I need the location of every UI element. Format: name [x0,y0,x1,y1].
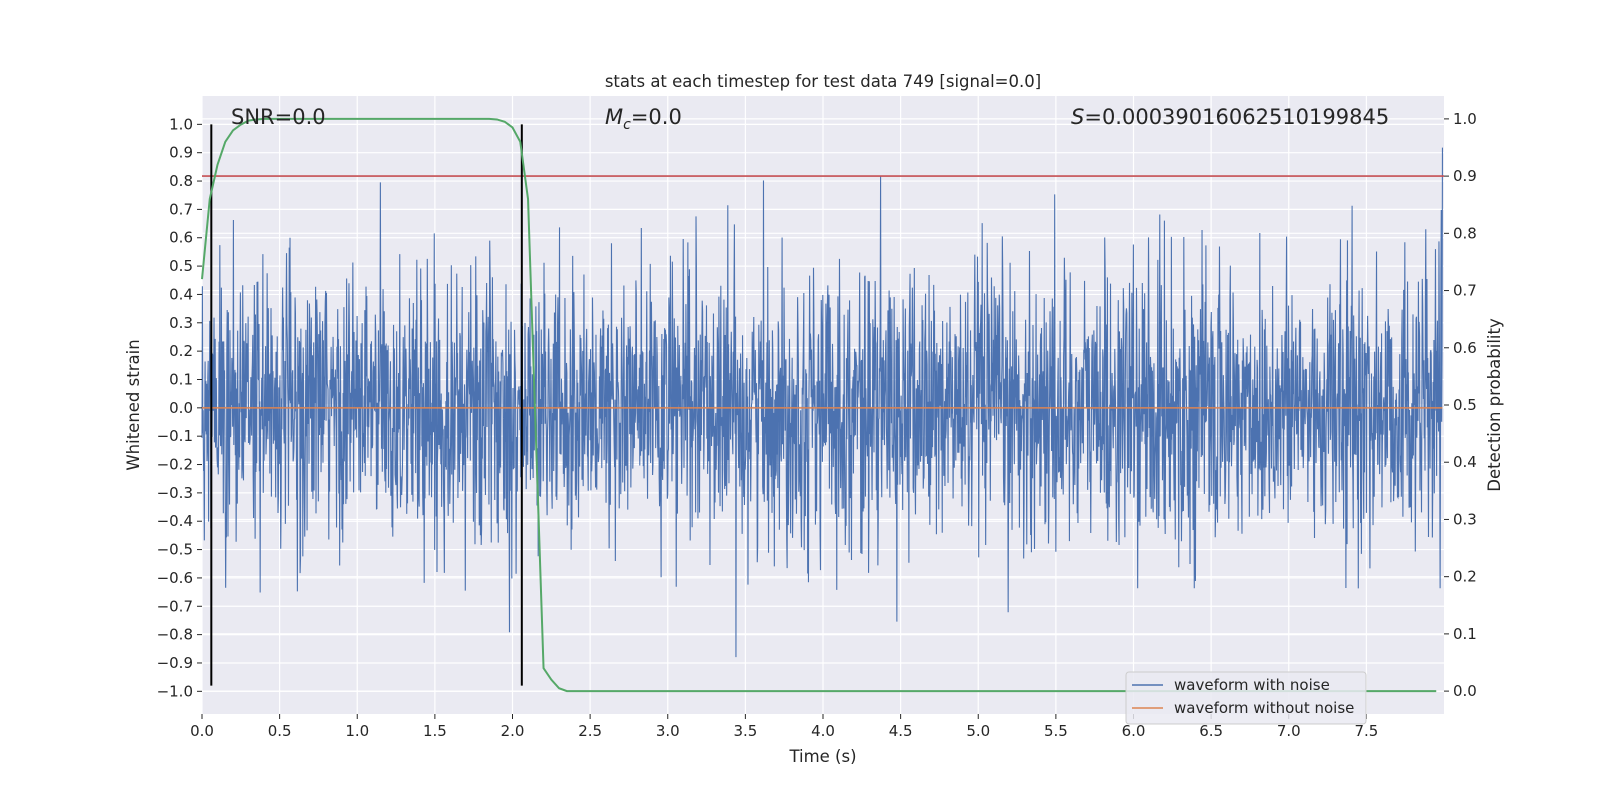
y-tick-label: 0.4 [169,285,193,303]
y-tick-label: −0.8 [157,626,193,644]
y2-tick-label: 0.8 [1453,224,1477,242]
y-tick-label: −0.2 [157,456,193,474]
legend-label-waveform-without-noise: waveform without noise [1174,699,1354,717]
y2-tick-label: 1.0 [1453,110,1477,128]
statistic-value: =0.00039016062510199845 [1084,105,1389,129]
y2-tick-label: 0.5 [1453,396,1477,414]
y-tick-label: −1.0 [157,682,193,700]
x-tick-label: 1.5 [423,722,447,740]
y-tick-label: 0.7 [169,200,193,218]
y2-tick-label: 0.1 [1453,625,1477,643]
x-tick-label: 1.0 [345,722,369,740]
x-tick-label: 4.0 [811,722,835,740]
y-tick-label: −0.9 [157,654,193,672]
snr-annotation: SNR=0.0 [231,105,326,129]
y-axis-ticks: −1.0 −0.9 −0.8 −0.7 −0.6 −0.5 −0.4 −0.3 −0.2 −0.1… [157,115,202,700]
x-tick-label: 3.0 [656,722,680,740]
legend: waveform with noise waveform without noi… [1125,671,1367,725]
y2-tick-label: 0.7 [1453,282,1477,300]
y2-tick-label: 0.3 [1453,510,1477,528]
series-waveform-with-noise [201,147,1443,658]
y2-tick-label: 0.0 [1453,682,1477,700]
x-axis-label: Time (s) [788,747,856,766]
y-tick-label: 0.8 [169,172,193,190]
x-tick-label: 7.0 [1277,722,1301,740]
x-tick-label: 2.5 [578,722,602,740]
y-tick-label: 0.9 [169,144,193,162]
y-tick-label: 0.5 [169,257,193,275]
x-tick-label: 7.5 [1354,722,1378,740]
y-tick-label: −0.4 [157,512,193,530]
y-tick-label: 0.2 [169,342,193,360]
y-tick-label: 1.0 [169,115,193,133]
x-tick-label: 0.5 [268,722,292,740]
y2-axis-ticks: 0.0 0.1 0.2 0.3 0.4 0.5 0.6 0.7 0.8 0.9 1.0 [1444,110,1477,700]
y-tick-label: 0.6 [169,229,193,247]
x-tick-label: 5.5 [1044,722,1068,740]
overlays [201,117,1444,693]
statistic-symbol: S [1071,105,1084,129]
y-tick-label: 0.1 [169,370,193,388]
x-tick-label: 6.0 [1122,722,1146,740]
legend-box [1125,671,1367,725]
detection-probability-line [201,117,1437,693]
y-tick-label: −0.1 [157,427,193,445]
y-tick-label: −0.3 [157,484,193,502]
x-axis-ticks: 0.0 0.5 1.0 1.5 2.0 2.5 3.0 3.5 4.0 4.5 5.0 5.5 6.0 6… [190,714,1378,740]
x-tick-label: 0.0 [190,722,214,740]
x-tick-label: 6.5 [1199,722,1223,740]
y-tick-label: −0.7 [157,597,193,615]
statistic-annotation: S=0.00039016062510199845 [1071,105,1389,129]
x-tick-label: 5.0 [966,722,990,740]
x-tick-label: 4.5 [889,722,913,740]
y-tick-label: 0.0 [169,399,193,417]
chirp-mass-symbol: M [605,105,623,129]
y-tick-label: −0.5 [157,541,193,559]
y-tick-label: 0.3 [169,314,193,332]
chirp-mass-value: =0.0 [631,105,682,129]
x-tick-label: 3.5 [733,722,757,740]
y2-tick-label: 0.4 [1453,453,1477,471]
chirp-mass-subscript: c [623,117,631,133]
y2-tick-label: 0.2 [1453,568,1477,586]
y-axis-label: Whitened strain [124,339,143,470]
y2-axis-label: Detection probability [1485,318,1504,492]
legend-label-waveform-with-noise: waveform with noise [1174,676,1330,694]
y2-tick-label: 0.9 [1453,167,1477,185]
chart-title: stats at each timestep for test data 749… [605,72,1041,91]
x-tick-label: 2.0 [501,722,525,740]
chirp-mass-annotation: Mc=0.0 [605,105,682,133]
waveform-with-noise-line [201,147,1443,658]
y2-tick-label: 0.6 [1453,339,1477,357]
y-tick-label: −0.6 [157,569,193,587]
